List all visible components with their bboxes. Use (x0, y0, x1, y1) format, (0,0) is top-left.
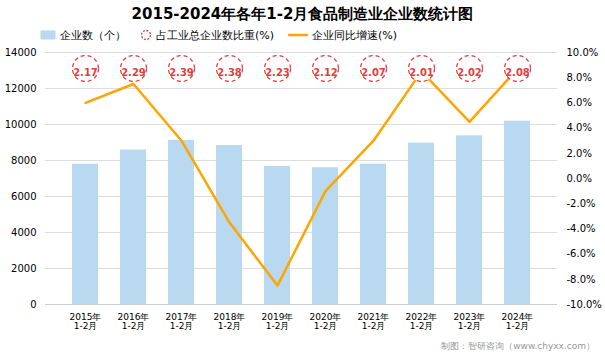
svg-text:2021年1-2月: 2021年1-2月 (358, 312, 390, 331)
svg-text:2.0%: 2.0% (567, 148, 592, 159)
svg-text:2023年1-2月: 2023年1-2月 (454, 312, 486, 331)
html-text:占工业总企业数比重(%): 占工业总企业数比重(%) (156, 28, 274, 42)
html-text:企业数（个）: 企业数（个） (60, 28, 126, 42)
svg-text:2024年1-2月: 2024年1-2月 (502, 312, 534, 331)
svg-text:2.02: 2.02 (457, 67, 482, 78)
svg-text:2.29: 2.29 (121, 67, 146, 78)
svg-text:-8.0%: -8.0% (567, 274, 596, 285)
svg-text:2.23: 2.23 (265, 67, 290, 78)
svg-text:2.39: 2.39 (169, 67, 194, 78)
svg-text:2.38: 2.38 (217, 67, 242, 78)
svg-text:12000: 12000 (5, 83, 37, 94)
svg-text:2.07: 2.07 (361, 67, 386, 78)
svg-text:2.01: 2.01 (409, 67, 434, 78)
svg-text:2019年1-2月: 2019年1-2月 (262, 312, 294, 331)
svg-text:-6.0%: -6.0% (567, 248, 596, 259)
svg-text:-10.0%: -10.0% (567, 299, 602, 310)
html-text:2015-2024年各年1-2月食品制造业企业数统计图: 2015-2024年各年1-2月食品制造业企业数统计图 (131, 5, 474, 23)
svg-text:6.0%: 6.0% (567, 97, 592, 108)
svg-text:14000: 14000 (5, 47, 37, 58)
svg-text:-2.0%: -2.0% (567, 198, 596, 209)
svg-text:10.0%: 10.0% (567, 47, 599, 58)
svg-text:2017年1-2月: 2017年1-2月 (166, 312, 198, 331)
svg-text:2.08: 2.08 (505, 67, 530, 78)
svg-text:2015年1-2月: 2015年1-2月 (70, 312, 102, 331)
svg-text:2.12: 2.12 (313, 67, 338, 78)
svg-text:0.0%: 0.0% (567, 173, 592, 184)
svg-text:2018年1-2月: 2018年1-2月 (214, 312, 246, 331)
svg-text:-4.0%: -4.0% (567, 223, 596, 234)
html-text:企业同比增速(%): 企业同比增速(%) (312, 28, 398, 42)
svg-text:2022年1-2月: 2022年1-2月 (406, 312, 438, 331)
svg-text:8000: 8000 (11, 155, 36, 166)
svg-text:2000: 2000 (11, 263, 36, 274)
svg-text:2020年1-2月: 2020年1-2月 (310, 312, 342, 331)
svg-text:2.17: 2.17 (73, 67, 98, 78)
svg-text:2016年1-2月: 2016年1-2月 (118, 312, 150, 331)
svg-text:8.0%: 8.0% (567, 72, 592, 83)
svg-text:4000: 4000 (11, 227, 36, 238)
svg-text:4.0%: 4.0% (567, 122, 592, 133)
svg-text:0: 0 (30, 299, 36, 310)
html-text:制图：智研咨询（www.chyxx.com）: 制图：智研咨询（www.chyxx.com） (441, 341, 595, 351)
svg-text:6000: 6000 (11, 191, 36, 202)
svg-text:10000: 10000 (5, 119, 37, 130)
